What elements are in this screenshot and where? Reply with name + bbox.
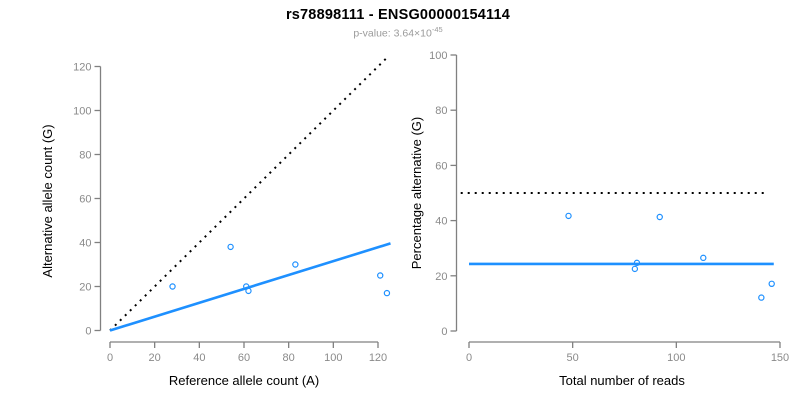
left-x-axis-label: Reference allele count (A) [169,373,319,388]
x-tick-label: 60 [238,352,250,364]
data-point [377,272,384,279]
right-panel: 0 20 40 60 80 100 0 50 100 150 [429,50,789,364]
subtitle-exponent: -45 [431,25,443,34]
x-tick-label: 50 [567,352,579,364]
right-x-axis-label: Total number of reads [559,373,685,388]
x-tick-label: 100 [324,352,342,364]
plot-title: rs78898111 - ENSG00000154114 [285,7,511,23]
y-tick-label: 80 [435,105,447,117]
y-tick-label: 80 [79,150,91,162]
allelic-ratio-fit-line [109,242,391,332]
data-point [656,213,663,221]
y-tick-label: 0 [441,326,447,338]
plot-subtitle: p-value: 3.64×10-45 [0,25,796,40]
data-point [227,243,234,251]
x-tick-label: 120 [369,352,387,364]
y-tick-label: 40 [435,216,447,228]
y-tick-label: 60 [435,160,447,172]
data-point [768,280,775,288]
x-tick-label: 20 [149,352,161,364]
x-tick-label: 150 [771,352,789,364]
x-tick-label: 0 [107,352,113,364]
right-y-axis-label: Percentage alternative (G) [409,117,424,269]
subtitle-prefix: p-value: [353,27,394,40]
y-tick-label: 20 [79,282,91,294]
y-tick-label: 120 [73,62,91,74]
x-tick-label: 0 [466,352,472,364]
data-point [383,289,391,297]
identity-line [109,55,389,332]
data-point [565,212,572,220]
x-tick-label: 100 [667,352,685,364]
y-tick-label: 0 [85,326,91,338]
data-point [633,259,641,267]
y-tick-label: 60 [79,194,91,206]
data-point [758,294,765,301]
y-tick-label: 100 [429,50,447,62]
subtitle-mantissa: 3.64×10 [393,27,432,40]
data-point [631,265,639,273]
y-tick-label: 100 [73,106,91,118]
data-point [292,261,299,268]
y-tick-label: 40 [79,238,91,250]
y-tick-label: 20 [435,271,447,283]
x-tick-label: 40 [193,352,205,364]
left-panel: 0 20 40 60 80 100 120 0 20 40 60 80 100 120 [73,55,391,364]
data-point [700,254,707,262]
x-tick-label: 80 [283,352,295,364]
data-point [169,283,176,290]
left-y-axis-label: Alternative allele count (G) [40,124,55,277]
data-point [245,287,252,295]
